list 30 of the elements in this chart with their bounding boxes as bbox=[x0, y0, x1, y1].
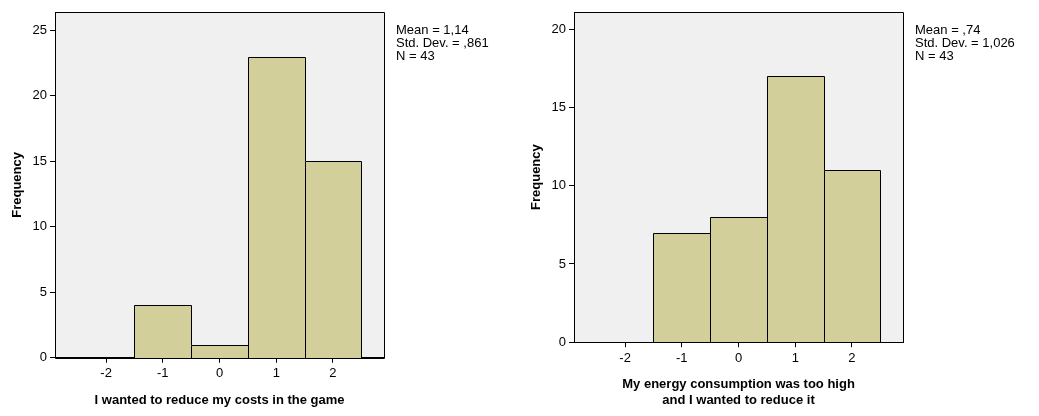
text: Std. Dev. = 1,026 bbox=[915, 35, 1015, 51]
y-tick-label: 20 bbox=[551, 20, 567, 36]
y-tick-label: 0 bbox=[558, 333, 567, 349]
x-tick-label: 1 bbox=[791, 349, 799, 365]
x-tick-label: -2 bbox=[619, 349, 631, 365]
y-tick-label: 15 bbox=[32, 152, 48, 168]
x-axis-title: My energy consumption was too high and I wanted to reduce it bbox=[622, 376, 855, 407]
x-tick-label: -1 bbox=[157, 365, 169, 381]
text: Std. Dev. = ,861 bbox=[396, 35, 489, 51]
x-tick-label: 1 bbox=[272, 365, 280, 381]
y-tick-label: 20 bbox=[32, 87, 48, 103]
x-tick-label: 0 bbox=[215, 365, 224, 381]
x-tick-label: -1 bbox=[676, 349, 688, 365]
text: N = 43 bbox=[396, 48, 435, 64]
x-tick-label: -2 bbox=[100, 365, 112, 381]
y-tick-label: 5 bbox=[558, 255, 567, 271]
y-axis-title: Frequency bbox=[9, 151, 25, 218]
y-tick-label: 25 bbox=[32, 21, 48, 37]
text: Mean = ,74 bbox=[915, 22, 981, 38]
text: Mean = 1,14 bbox=[396, 22, 469, 38]
text: N = 43 bbox=[915, 48, 954, 64]
x-tick-label: 2 bbox=[329, 365, 337, 381]
y-tick-label: 5 bbox=[39, 283, 48, 299]
y-tick-label: 10 bbox=[32, 218, 48, 234]
x-tick-label: 0 bbox=[734, 349, 743, 365]
y-axis-title: Frequency bbox=[528, 143, 544, 210]
y-tick-label: 10 bbox=[551, 177, 567, 193]
y-tick-label: 15 bbox=[551, 99, 567, 115]
x-tick-label: 2 bbox=[848, 349, 856, 365]
x-axis-title: I wanted to reduce my costs in the game bbox=[94, 391, 345, 407]
